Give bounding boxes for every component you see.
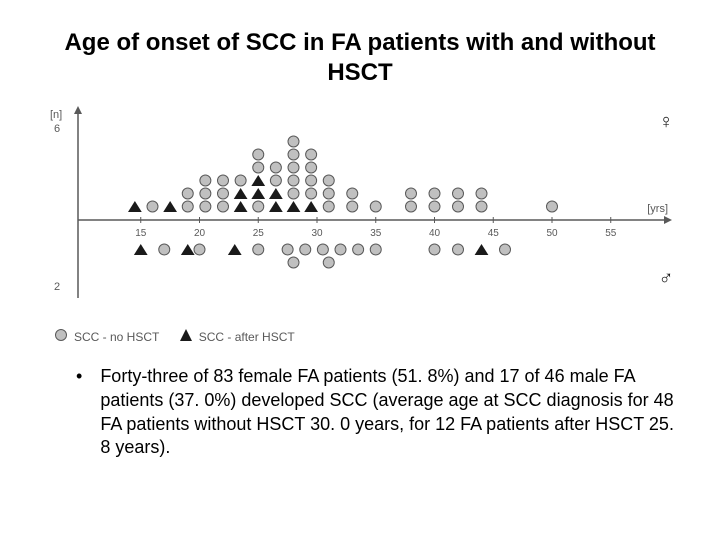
svg-text:55: 55	[605, 228, 617, 239]
bullet-text: Forty-three of 83 female FA patients (51…	[100, 365, 680, 460]
legend-item-triangle: SCC - after HSCT	[179, 328, 295, 345]
svg-text:40: 40	[429, 228, 441, 239]
circle-icon	[54, 328, 68, 345]
svg-text:50: 50	[546, 228, 558, 239]
svg-text:15: 15	[135, 228, 147, 239]
svg-text:35: 35	[370, 228, 382, 239]
svg-text:♀: ♀	[659, 111, 674, 133]
svg-text:[n]: [n]	[50, 109, 62, 121]
slide-title: Age of onset of SCC in FA patients with …	[40, 28, 680, 88]
bullet-marker: •	[76, 365, 100, 460]
svg-text:2: 2	[54, 281, 60, 293]
chart-svg: [n] 6 2 15 20 25 30 35 40 45 50 55 [yrs] ♀ ♂	[40, 102, 680, 322]
triangle-icon	[179, 328, 193, 345]
svg-text:20: 20	[194, 228, 206, 239]
legend-triangle-label: SCC - after HSCT	[199, 330, 295, 344]
bullet-point: • Forty-three of 83 female FA patients (…	[40, 365, 680, 460]
svg-text:25: 25	[253, 228, 265, 239]
svg-text:6: 6	[54, 123, 60, 135]
svg-text:[yrs]: [yrs]	[647, 203, 668, 215]
svg-text:30: 30	[311, 228, 323, 239]
legend-item-circle: SCC - no HSCT	[54, 328, 159, 345]
slide: Age of onset of SCC in FA patients with …	[0, 0, 720, 540]
svg-text:45: 45	[488, 228, 500, 239]
svg-text:♂: ♂	[659, 267, 674, 289]
legend-circle-label: SCC - no HSCT	[74, 330, 159, 344]
scatter-chart: [n] 6 2 15 20 25 30 35 40 45 50 55 [yrs] ♀ ♂	[40, 102, 680, 322]
chart-legend: SCC - no HSCT SCC - after HSCT	[54, 328, 680, 345]
